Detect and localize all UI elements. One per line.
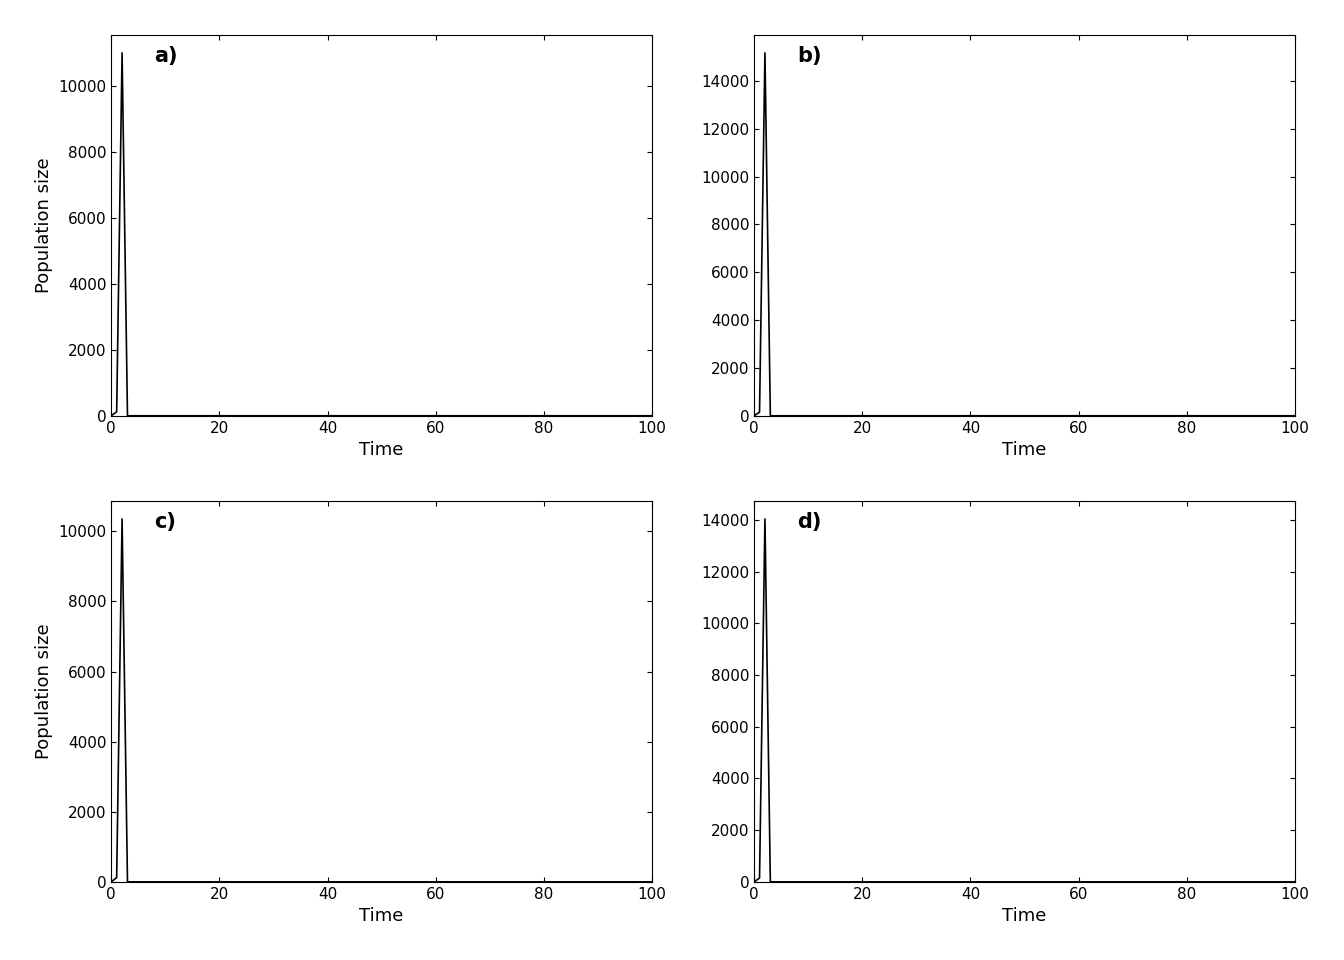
Text: b): b) xyxy=(797,46,823,66)
Y-axis label: Population size: Population size xyxy=(35,157,52,293)
X-axis label: Time: Time xyxy=(359,442,403,459)
X-axis label: Time: Time xyxy=(359,907,403,925)
Text: a): a) xyxy=(155,46,177,66)
X-axis label: Time: Time xyxy=(1003,442,1047,459)
Y-axis label: Population size: Population size xyxy=(35,624,52,759)
Text: c): c) xyxy=(155,513,176,532)
Text: d): d) xyxy=(797,513,821,532)
X-axis label: Time: Time xyxy=(1003,907,1047,925)
